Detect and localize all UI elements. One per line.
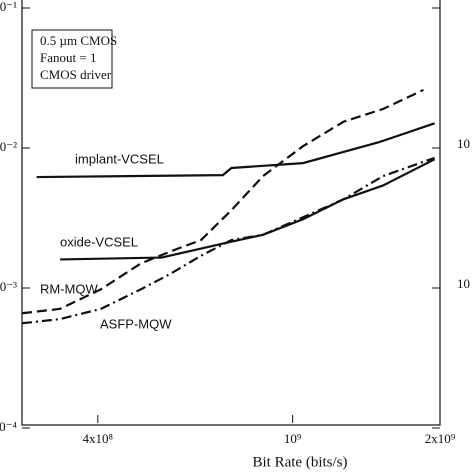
y-tick-label: 0⁻⁴	[0, 419, 17, 434]
series-line	[21, 156, 435, 325]
x-tick-label: 2x10⁹	[425, 431, 456, 446]
series-label: ASFP-MQW	[100, 316, 172, 331]
series-label: oxide-VCSEL	[60, 234, 138, 249]
series-line	[21, 88, 424, 315]
series-label: implant-VCSEL	[75, 151, 164, 166]
plot-frame	[21, 0, 441, 426]
x-axis-label: Bit Rate (bits/s)	[253, 454, 348, 470]
y-tick-label: 0⁻²	[0, 139, 17, 154]
annotation: Fanout = 1	[40, 50, 96, 65]
series-line	[36, 122, 435, 179]
x-tick-label: 4x10⁸	[83, 431, 114, 446]
y2-tick-label: 10	[457, 136, 470, 151]
y-tick-label: 0⁻³	[0, 279, 17, 294]
x-tick-label: 10⁹	[284, 431, 302, 446]
annotation: CMOS driver	[40, 67, 112, 82]
y2-tick-label: 10	[457, 276, 470, 291]
annotation: 0.5 µm CMOS	[40, 33, 117, 48]
annotation-box	[31, 29, 113, 89]
y-tick-label: 0⁻¹	[0, 0, 17, 14]
series-label: RM-MQW	[40, 281, 98, 296]
